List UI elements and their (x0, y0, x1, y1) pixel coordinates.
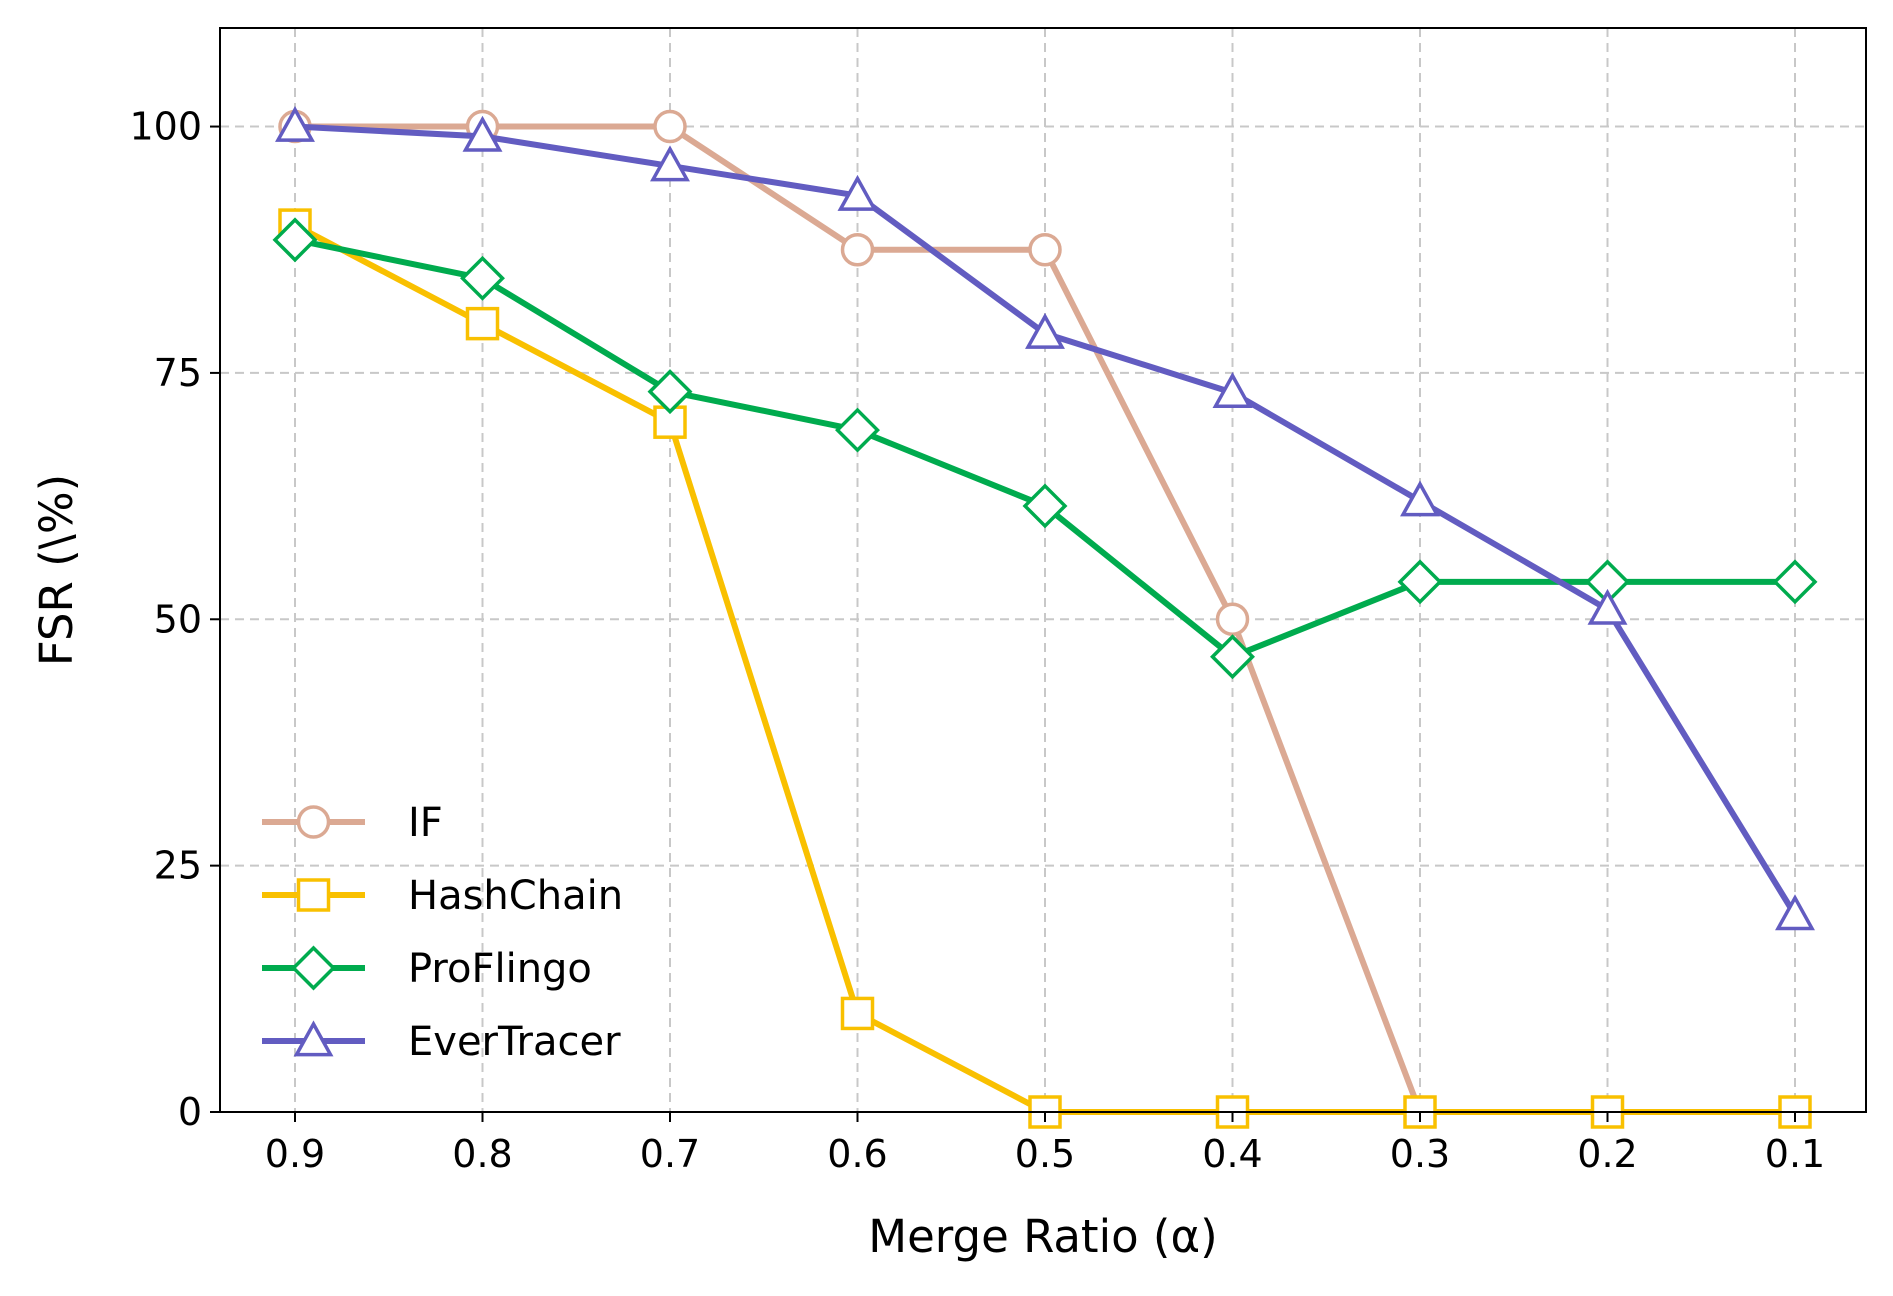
legend-label-hashchain: HashChain (408, 873, 623, 919)
x-tick-label: 0.9 (265, 1132, 325, 1176)
data-point-proflingo (1772, 559, 1818, 605)
data-point-evertracer (1400, 480, 1440, 517)
data-point-proflingo (1022, 483, 1068, 529)
data-point-proflingo (272, 217, 318, 263)
legend-marker-evertracer (293, 1020, 334, 1057)
x-tick-label: 0.7 (640, 1132, 700, 1176)
legend-label-proflingo: ProFlingo (408, 946, 592, 992)
data-point-if (1028, 232, 1062, 267)
data-point-proflingo (835, 407, 880, 453)
data-point-proflingo (1397, 559, 1443, 605)
plot-frame (219, 27, 1867, 1113)
data-point-evertracer (650, 145, 690, 182)
data-point-evertracer (1212, 372, 1253, 408)
legend-entry-hashchain: HashChain (262, 873, 623, 919)
data-point-evertracer (1775, 894, 1815, 931)
series-proflingo (272, 217, 1818, 680)
x-tick-label: 0.5 (1015, 1132, 1075, 1176)
y-axis-label: FSR (\%) (30, 474, 83, 666)
x-tick-label: 0.8 (452, 1132, 512, 1176)
data-point-hashchain (840, 996, 875, 1031)
legend-label-if: IF (408, 800, 443, 846)
x-tick-label: 0.1 (1765, 1132, 1825, 1176)
y-tick-label: 75 (154, 351, 202, 395)
y-tick-label: 25 (154, 844, 202, 888)
legend-label-evertracer: EverTracer (408, 1019, 621, 1065)
data-point-if (653, 109, 687, 144)
y-tick-label: 50 (154, 597, 202, 641)
legend-marker-proflingo (291, 945, 336, 991)
series-lines (272, 105, 1818, 1129)
legend-entry-if: IF (262, 800, 443, 846)
series-evertracer (275, 105, 1815, 931)
data-point-evertracer (1587, 588, 1628, 625)
legend-marker-hashchain (296, 878, 331, 912)
data-point-evertracer (1025, 312, 1065, 349)
x-tick-label: 0.6 (827, 1132, 887, 1176)
y-tick-label: 0 (178, 1090, 202, 1134)
data-point-proflingo (460, 255, 505, 301)
data-point-evertracer (837, 174, 878, 211)
data-point-proflingo (647, 369, 693, 415)
data-point-proflingo (1210, 634, 1255, 680)
x-tick-label: 0.4 (1202, 1132, 1262, 1176)
data-point-if (1215, 602, 1250, 637)
legend-entry-evertracer: EverTracer (262, 1019, 621, 1065)
data-point-hashchain (465, 306, 500, 341)
data-point-if (840, 232, 875, 267)
data-point-evertracer (462, 115, 503, 152)
legend-marker-if (296, 805, 331, 839)
legend-entry-proflingo: ProFlingo (262, 945, 592, 992)
x-tick-label: 0.3 (1390, 1132, 1450, 1176)
data-point-evertracer (275, 105, 315, 142)
x-axis-label: Merge Ratio (α) (868, 1210, 1217, 1263)
legend: IF HashChain ProFlingo EverTracer (262, 800, 623, 1065)
y-tick-label: 100 (129, 105, 202, 149)
x-tick-label: 0.2 (1577, 1132, 1637, 1176)
axes: 0.9 0.8 0.7 0.6 0.5 0.4 0.3 0.2 0.1 0 25 50 75 100 (129, 105, 1825, 1176)
